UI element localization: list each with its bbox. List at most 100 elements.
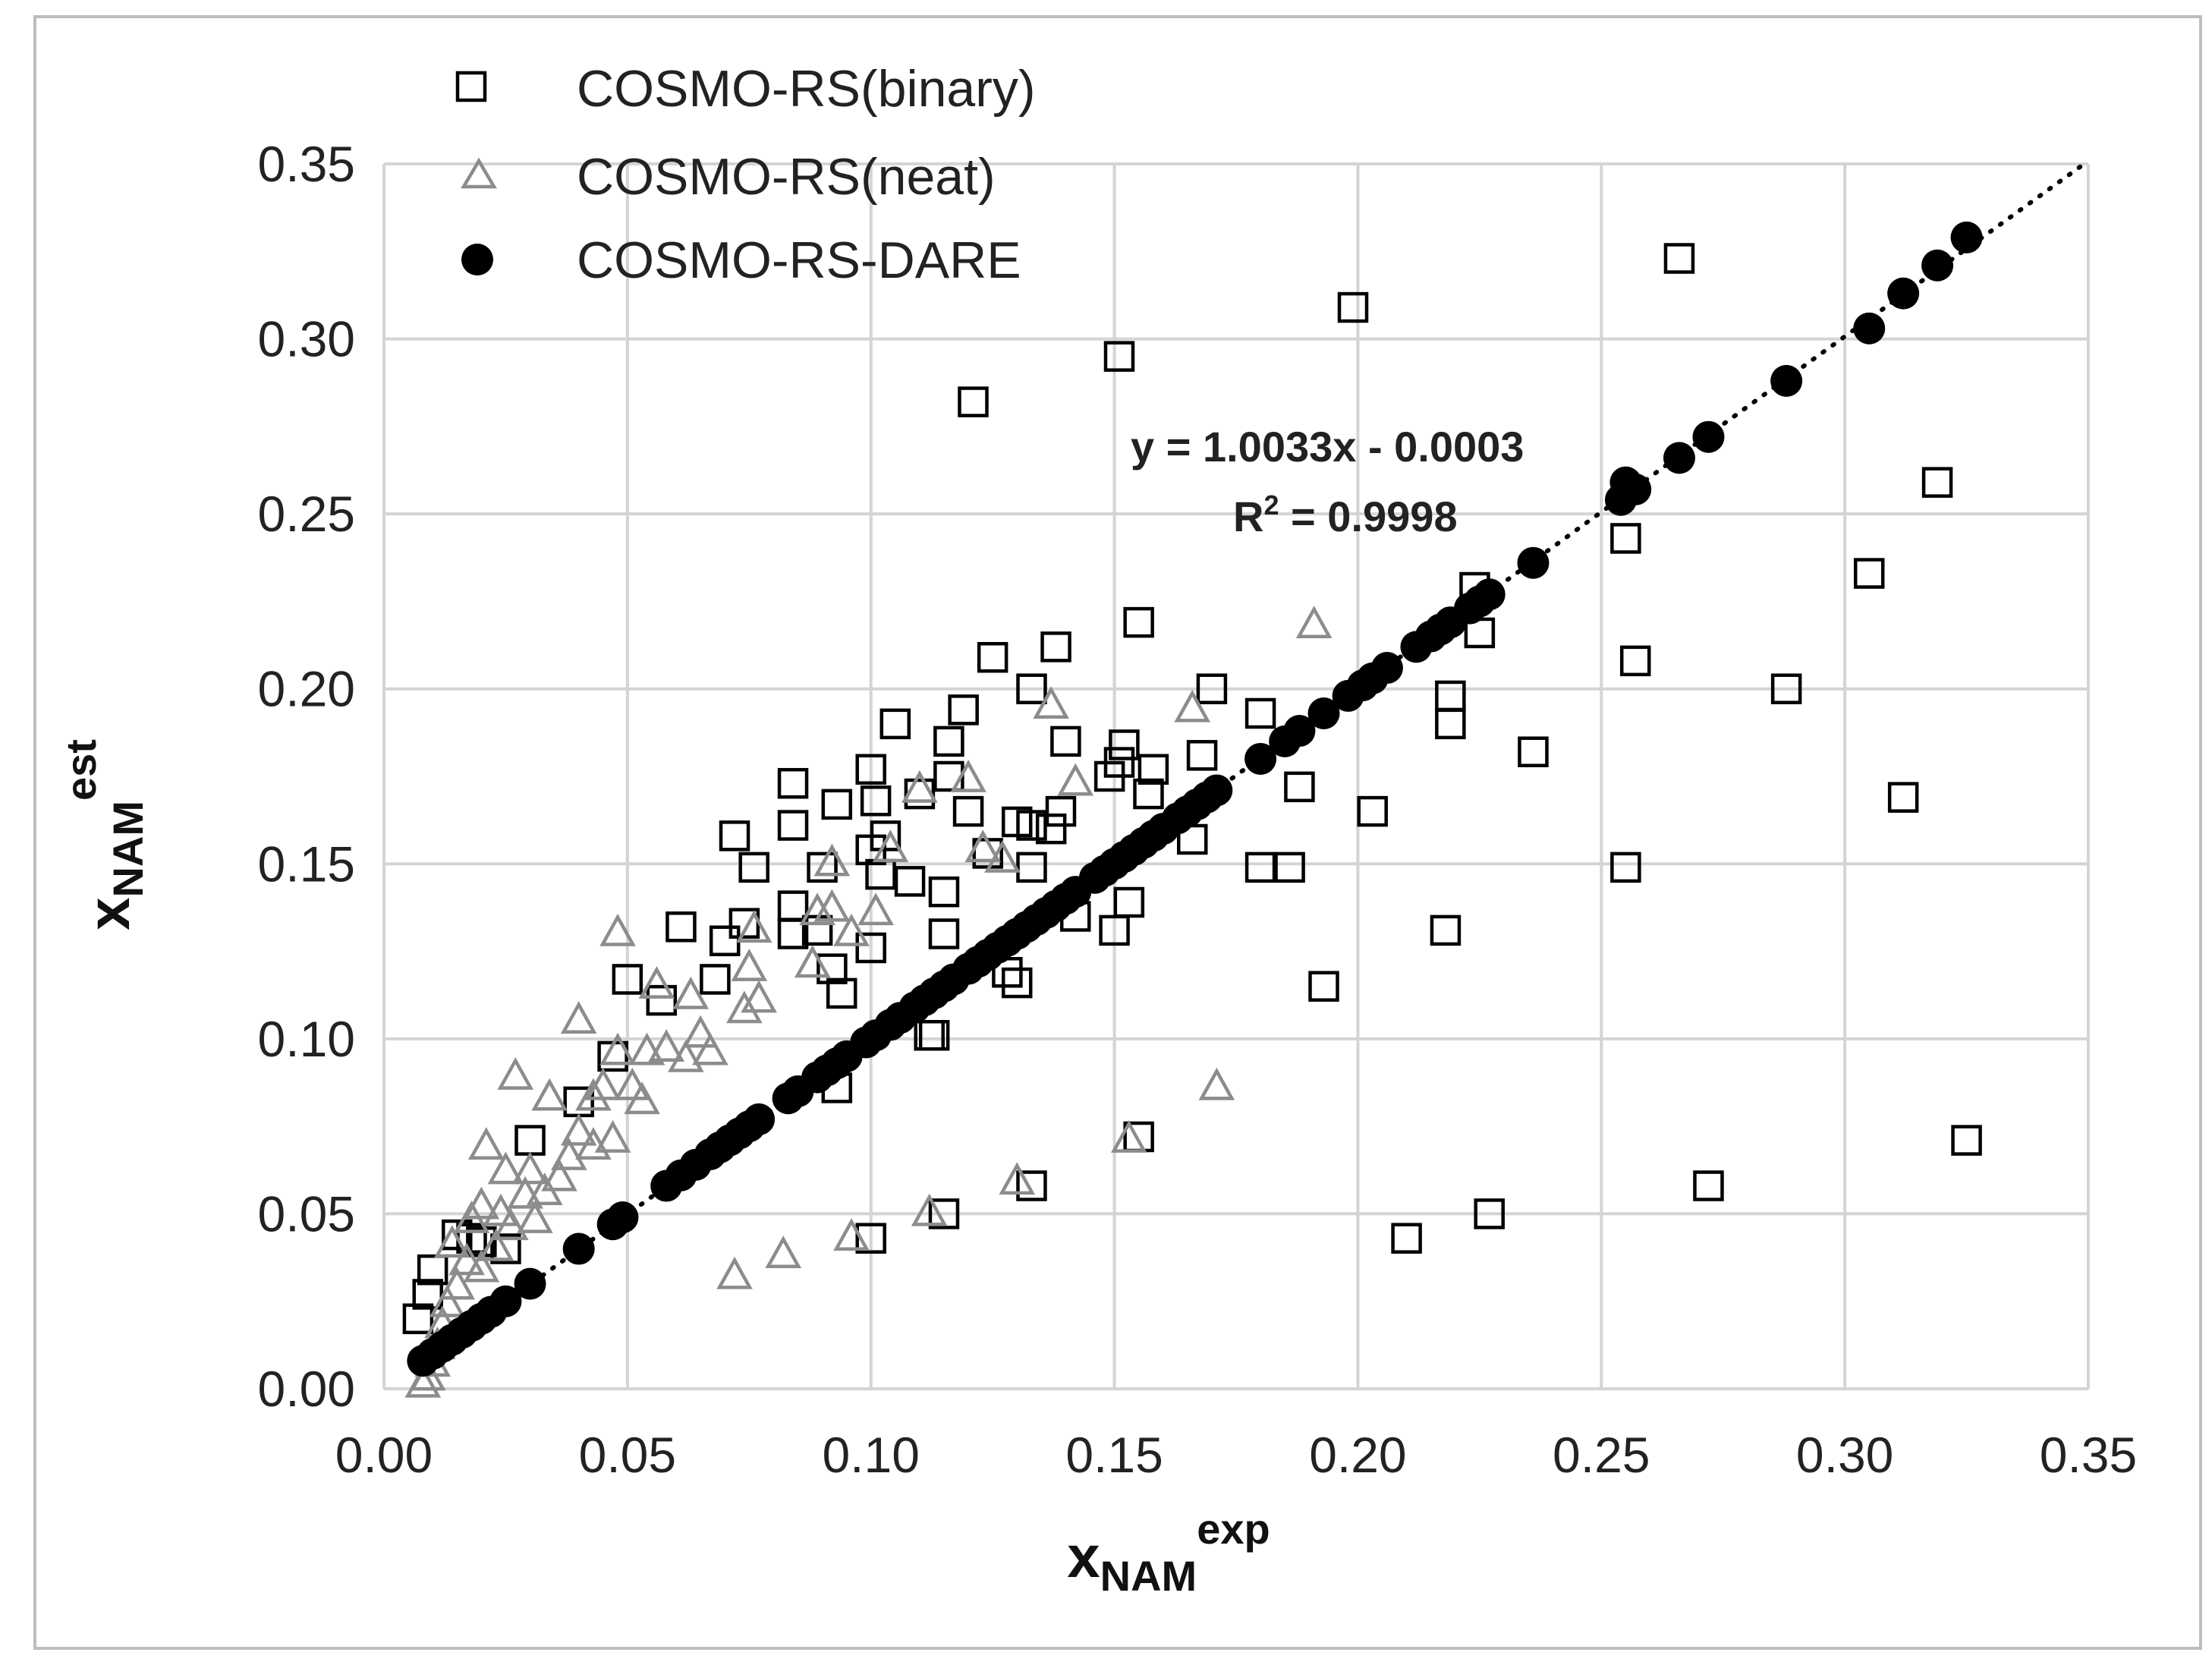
- neat-point: [1033, 686, 1069, 719]
- legend-marker-neat: [461, 157, 497, 189]
- neat-point: [628, 1032, 665, 1066]
- binary-point: [665, 911, 697, 943]
- neat-point: [511, 1151, 549, 1185]
- y-tick-label: 0.35: [258, 136, 355, 192]
- binary-point: [1308, 971, 1339, 1002]
- neat-point: [901, 770, 938, 803]
- binary-point: [700, 964, 731, 995]
- binary-point: [1196, 673, 1228, 704]
- y-tick-label: 0.10: [258, 1011, 355, 1067]
- binary-point: [894, 866, 926, 897]
- y-tick-label: 0.00: [258, 1361, 355, 1417]
- binary-point: [1435, 680, 1466, 712]
- binary-point: [1001, 806, 1033, 838]
- binary-point: [1103, 341, 1135, 372]
- x-tick-label: 0.25: [1553, 1427, 1650, 1483]
- neat-point: [672, 976, 710, 1009]
- neat-point: [833, 913, 870, 946]
- neat-point: [964, 829, 1002, 863]
- binary-point: [1474, 1198, 1505, 1229]
- dare-point: [1853, 312, 1886, 345]
- binary-point: [1016, 673, 1047, 704]
- neat-point: [463, 1186, 500, 1220]
- binary-point: [1244, 697, 1276, 729]
- dare-point: [1887, 277, 1920, 310]
- neat-point: [487, 1151, 524, 1185]
- dare-point: [1244, 742, 1277, 775]
- binary-point: [777, 918, 809, 949]
- neat-point: [692, 1032, 728, 1066]
- binary-point: [958, 386, 989, 417]
- neat-point: [813, 843, 851, 877]
- binary-point: [1035, 813, 1067, 845]
- neat-point: [872, 829, 909, 863]
- neat-point: [526, 1173, 563, 1206]
- binary-point: [1391, 1223, 1422, 1254]
- dare-point: [1517, 546, 1550, 579]
- binary-point: [1137, 754, 1169, 785]
- neat-point: [575, 1078, 612, 1111]
- legend-marker-dare: [461, 244, 493, 275]
- dare-point: [1619, 473, 1652, 505]
- binary-point: [777, 767, 809, 799]
- x-tick-label: 0.20: [1309, 1427, 1406, 1483]
- binary-point: [821, 789, 853, 820]
- legend-label-binary: COSMO-RS(binary): [577, 60, 1036, 118]
- binary-point: [817, 953, 848, 984]
- binary-point: [1040, 631, 1071, 663]
- binary-point: [412, 1279, 444, 1310]
- neat-point: [1295, 606, 1333, 638]
- neat-point: [716, 1256, 753, 1289]
- neat-point: [560, 1113, 597, 1146]
- binary-point: [855, 1223, 886, 1254]
- binary-point: [1693, 1170, 1724, 1201]
- binary-point: [646, 984, 678, 1016]
- neat-point: [765, 1235, 802, 1269]
- binary-point: [860, 785, 892, 817]
- neat-point: [1057, 763, 1094, 796]
- neat-point: [463, 1249, 500, 1283]
- binary-point: [928, 1198, 960, 1229]
- binary-point: [1518, 736, 1549, 767]
- neat-point: [741, 980, 777, 1013]
- x-tick-label: 0.10: [822, 1427, 919, 1483]
- chart-frame: [33, 15, 2202, 1650]
- neat-point: [551, 1138, 587, 1170]
- dare-point: [1283, 715, 1316, 748]
- binary-point: [1045, 795, 1077, 827]
- binary-point: [738, 851, 769, 883]
- binary-point: [952, 795, 984, 827]
- binary-point: [1001, 967, 1033, 999]
- binary-point: [1619, 645, 1651, 677]
- neat-point: [1174, 689, 1211, 722]
- neat-point: [1110, 1119, 1147, 1153]
- neat-point: [541, 1158, 577, 1191]
- binary-point: [1337, 291, 1369, 323]
- legend-label-neat: COSMO-RS(neat): [577, 148, 996, 206]
- neat-point: [560, 1001, 597, 1034]
- neat-point: [434, 1225, 470, 1258]
- y-tick-label: 0.05: [258, 1185, 355, 1242]
- neat-point: [648, 1029, 685, 1062]
- neat-point: [517, 1201, 553, 1233]
- neat-point: [614, 1067, 651, 1100]
- binary-point: [928, 876, 960, 908]
- x-tick-label: 0.05: [579, 1427, 676, 1483]
- binary-point: [777, 810, 809, 841]
- neat-point: [794, 945, 831, 978]
- y-tick-label: 0.20: [258, 661, 355, 717]
- binary-point: [1186, 740, 1218, 771]
- neat-point: [599, 913, 636, 946]
- binary-point: [855, 932, 886, 964]
- neat-point: [735, 910, 772, 943]
- dare-point: [1370, 652, 1403, 685]
- dare-point: [1692, 420, 1725, 453]
- dare-point: [1950, 221, 1983, 253]
- y-tick-label: 0.30: [258, 311, 355, 367]
- binary-point: [402, 1303, 434, 1335]
- binary-point: [1610, 851, 1641, 883]
- dare-point: [1770, 364, 1803, 397]
- neat-point: [448, 1242, 485, 1276]
- dare-point: [489, 1285, 522, 1317]
